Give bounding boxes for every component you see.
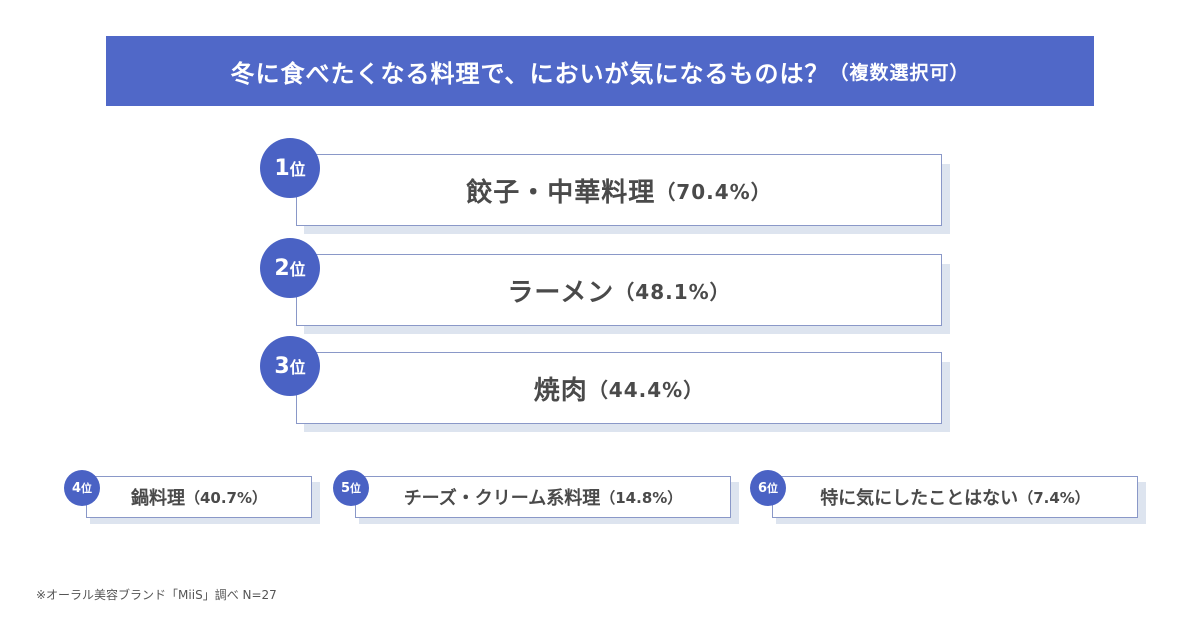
rank-label: 特に気にしたことはない xyxy=(820,488,1019,509)
rank-label: ラーメン xyxy=(507,277,615,308)
rank-percentage: （44.4%） xyxy=(587,377,705,402)
rank-box: ラーメン （48.1%） xyxy=(296,254,942,326)
rank-percentage: （7.4%） xyxy=(1018,488,1090,507)
chart-title: 冬に食べたくなる料理で、においが気になるものは？ （複数選択可） xyxy=(106,36,1094,106)
source-footnote: ※オーラル美容ブランド「MiiS」調べ N=27 xyxy=(36,588,277,602)
rank-label: 餃子・中華料理 xyxy=(466,177,656,208)
title-sub: （複数選択可） xyxy=(829,61,970,84)
rank-label: チーズ・クリーム系料理 xyxy=(403,488,601,509)
rank-box: チーズ・クリーム系料理 （14.8%） xyxy=(355,476,731,518)
rank-percentage: （40.7%） xyxy=(184,488,268,507)
title-main: 冬に食べたくなる料理で、においが気になるものは？ xyxy=(230,59,830,88)
rank-box: 特に気にしたことはない （7.4%） xyxy=(772,476,1138,518)
rank-percentage: （70.4%） xyxy=(655,179,772,204)
rank-box: 焼肉 （44.4%） xyxy=(296,352,942,424)
rank-label: 焼肉 xyxy=(533,375,588,406)
rank-box: 鍋料理 （40.7%） xyxy=(86,476,312,518)
rank-percentage: （48.1%） xyxy=(614,279,731,304)
rank-box: 餃子・中華料理 （70.4%） xyxy=(296,154,942,226)
rank-label: 鍋料理 xyxy=(130,488,185,509)
rank-percentage: （14.8%） xyxy=(600,488,683,507)
